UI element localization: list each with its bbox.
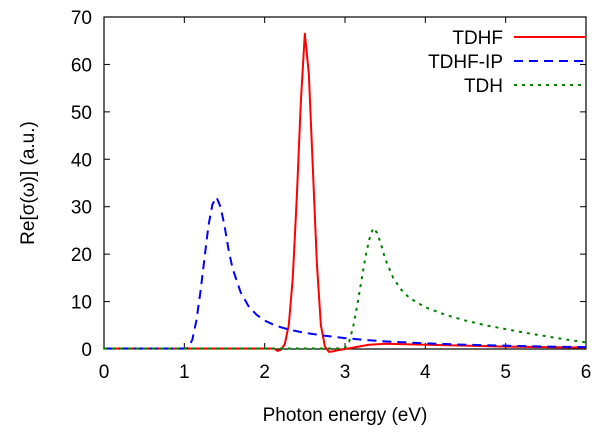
legend-label: TDHF bbox=[452, 28, 503, 49]
x-tick-label: 2 bbox=[259, 362, 270, 383]
x-axis-title: Photon energy (eV) bbox=[263, 405, 428, 426]
series-line-tdhf-ip bbox=[104, 197, 586, 348]
x-tick-label: 6 bbox=[581, 362, 592, 383]
series-line-tdh bbox=[104, 228, 586, 348]
y-tick-label: 30 bbox=[71, 198, 92, 219]
y-tick-label: 50 bbox=[71, 103, 92, 124]
plot-frame bbox=[104, 17, 586, 349]
x-tick-label: 0 bbox=[99, 362, 110, 383]
y-tick-label: 20 bbox=[71, 245, 92, 266]
x-tick-label: 5 bbox=[500, 362, 511, 383]
legend: TDHF TDHF-IP TDH bbox=[428, 28, 585, 97]
series-line-tdhf bbox=[104, 34, 586, 352]
x-tick-label: 1 bbox=[179, 362, 190, 383]
legend-label: TDHF-IP bbox=[428, 52, 503, 73]
x-tick-label: 4 bbox=[420, 362, 431, 383]
y-tick-label: 40 bbox=[71, 150, 92, 171]
legend-label: TDH bbox=[464, 76, 503, 97]
y-axis-title: Re[σ(ω)] (a.u.) bbox=[18, 121, 39, 245]
series-layer bbox=[104, 34, 586, 352]
y-tick-label: 60 bbox=[71, 55, 92, 76]
y-tick-label: 10 bbox=[71, 293, 92, 314]
y-tick-label: 70 bbox=[71, 8, 92, 29]
y-tick-label: 0 bbox=[81, 340, 92, 361]
x-tick-label: 3 bbox=[340, 362, 351, 383]
